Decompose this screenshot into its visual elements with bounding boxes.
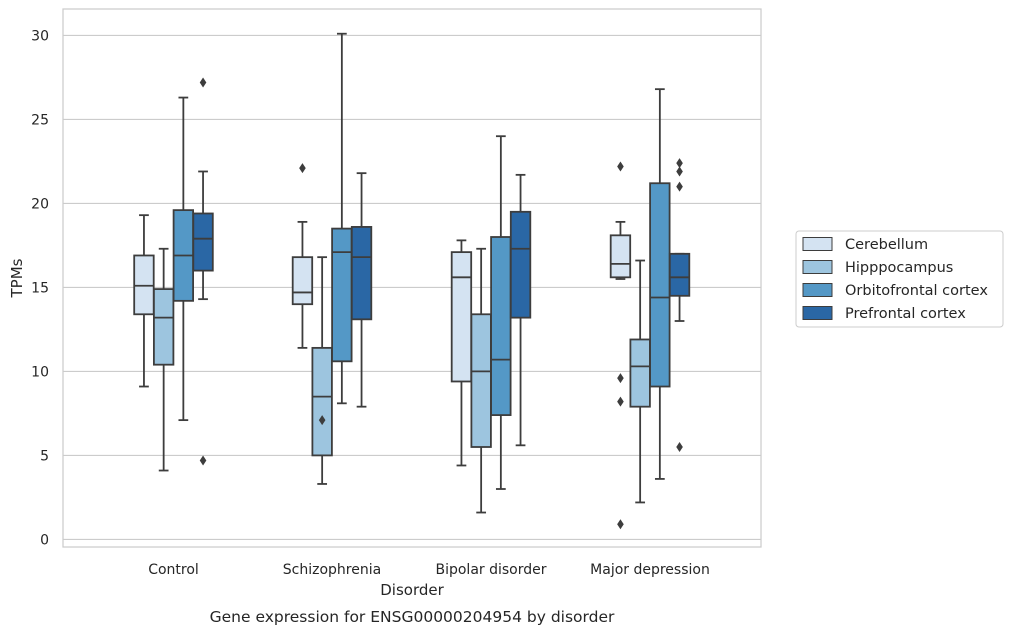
box-orbitofrontal-cortex [490,135,512,490]
outlier-point [617,161,624,172]
legend-swatch [802,237,833,251]
box-cerebellum [450,239,473,467]
box-iqr [291,256,314,306]
box-iqr [192,212,214,272]
outlier-point [617,519,624,530]
outlier-point [299,163,306,174]
box-iqr [629,338,651,408]
x-tick-label: Control [148,562,199,578]
y-tick-labels: 0 5 10 15 20 25 30 [31,28,49,548]
legend-frame [795,230,1004,328]
box-iqr [152,288,175,366]
box-hipppocampus [152,247,175,472]
box-prefrontal-cortex [509,173,532,447]
chart-caption: Gene expression for ENSG00000204954 by d… [210,608,615,626]
x-tick-labels: Control Schizophrenia Bipolar disorder Majo… [148,562,710,578]
y-tick-label: 20 [31,196,49,212]
plot-frame [62,8,762,548]
box-iqr [649,182,671,388]
outlier-point [617,373,624,384]
outlier-point [318,415,326,426]
y-axis-title: TPMs [8,258,26,298]
outlier-point [199,77,207,88]
legend-label: Hipppocampus [845,260,953,276]
legend-label: Cerebellum [845,237,928,253]
box-iqr [609,234,632,279]
box-hipppocampus [629,259,651,504]
box-groups [133,32,691,530]
box-prefrontal-cortex [668,158,691,452]
box-cerebellum [291,163,314,349]
box-iqr [331,227,353,363]
box-iqr [490,236,512,416]
legend-swatch [802,283,833,297]
box-iqr [350,226,373,321]
box-iqr [470,313,492,448]
outlier-point [676,181,683,192]
outlier-point [199,455,207,466]
legend-label: Prefrontal cortex [845,306,966,322]
box-iqr [668,252,691,297]
legend: Cerebellum Hipppocampus Orbitofrontal cort… [795,230,1004,328]
x-tick-label: Major depression [590,562,710,578]
box-iqr [450,251,473,383]
outlier-point [676,442,683,452]
x-axis-title: Disorder [380,581,444,599]
y-tick-label: 5 [40,448,49,464]
y-tick-label: 10 [31,364,49,380]
y-tick-label: 0 [40,532,49,548]
box-cerebellum [133,214,155,388]
box-prefrontal-cortex [192,77,214,466]
legend-label: Orbitofrontal cortex [845,283,988,299]
box-orbitofrontal-cortex [331,32,353,405]
y-tick-label: 15 [31,280,49,296]
box-hipppocampus [311,256,333,485]
box-cerebellum [609,161,632,530]
outlier-point [676,166,683,177]
box-prefrontal-cortex [350,172,373,408]
y-tick-label: 30 [31,28,49,44]
box-iqr [509,210,532,319]
outlier-point [617,396,624,407]
y-tick-label: 25 [31,112,49,128]
outlier-point [676,158,683,169]
legend-swatch [802,306,833,320]
x-tick-label: Bipolar disorder [435,562,546,578]
legend-swatch [802,260,833,274]
x-tick-label: Schizophrenia [283,562,381,578]
box-iqr [311,346,333,457]
